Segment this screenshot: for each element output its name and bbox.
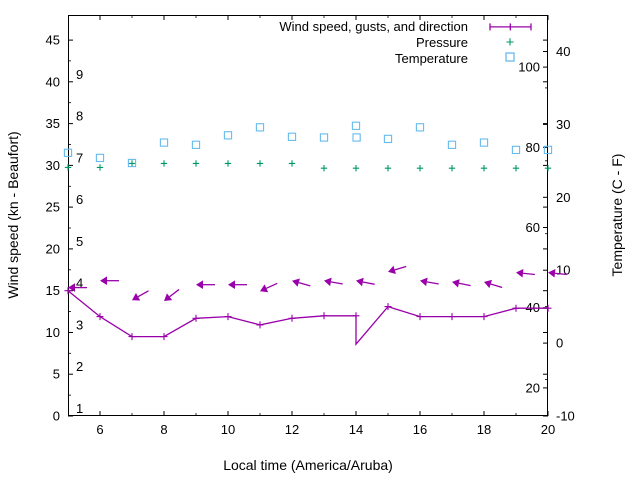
- svg-text:2: 2: [76, 359, 83, 374]
- svg-text:0: 0: [53, 409, 60, 424]
- svg-text:Temperature (C - F): Temperature (C - F): [609, 154, 625, 277]
- svg-text:16: 16: [413, 422, 427, 437]
- svg-text:15: 15: [46, 283, 60, 298]
- svg-text:12: 12: [285, 422, 299, 437]
- svg-text:40: 40: [46, 74, 60, 89]
- svg-text:14: 14: [349, 422, 363, 437]
- svg-text:20: 20: [541, 422, 555, 437]
- svg-text:1: 1: [76, 401, 83, 416]
- svg-text:80: 80: [526, 140, 540, 155]
- svg-text:10: 10: [46, 325, 60, 340]
- svg-text:8: 8: [160, 422, 167, 437]
- svg-text:60: 60: [526, 220, 540, 235]
- svg-text:Wind speed, gusts, and directi: Wind speed, gusts, and direction: [279, 19, 468, 34]
- svg-text:6: 6: [96, 422, 103, 437]
- svg-text:40: 40: [556, 44, 570, 59]
- svg-text:3: 3: [76, 318, 83, 333]
- svg-text:18: 18: [477, 422, 491, 437]
- svg-text:30: 30: [556, 117, 570, 132]
- svg-text:9: 9: [76, 67, 83, 82]
- svg-text:35: 35: [46, 116, 60, 131]
- svg-text:5: 5: [76, 234, 83, 249]
- svg-text:20: 20: [46, 241, 60, 256]
- svg-text:20: 20: [526, 380, 540, 395]
- svg-text:5: 5: [53, 367, 60, 382]
- svg-text:Pressure: Pressure: [416, 35, 468, 50]
- svg-text:Temperature: Temperature: [395, 51, 468, 66]
- svg-text:10: 10: [556, 263, 570, 278]
- svg-text:+: +: [506, 34, 515, 51]
- svg-text:10: 10: [221, 422, 235, 437]
- svg-text:6: 6: [76, 192, 83, 207]
- svg-text:20: 20: [556, 190, 570, 205]
- svg-text:45: 45: [46, 33, 60, 48]
- svg-text:100: 100: [518, 60, 540, 75]
- svg-text:-10: -10: [556, 409, 575, 424]
- svg-text:0: 0: [556, 336, 563, 351]
- svg-text:4: 4: [76, 276, 83, 291]
- svg-text:Local time (America/Aruba): Local time (America/Aruba): [223, 457, 393, 473]
- svg-text:8: 8: [76, 109, 83, 124]
- svg-text:7: 7: [76, 150, 83, 165]
- svg-text:Wind speed (kn - Beaufort): Wind speed (kn - Beaufort): [5, 131, 21, 298]
- svg-text:25: 25: [46, 200, 60, 215]
- svg-text:30: 30: [46, 158, 60, 173]
